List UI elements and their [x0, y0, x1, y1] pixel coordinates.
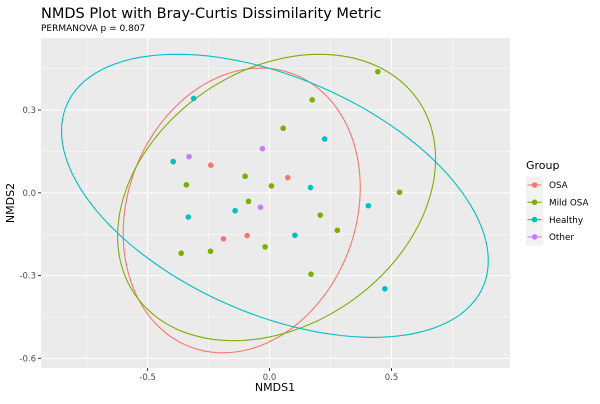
x-tick-label: 0.5 — [385, 373, 399, 383]
point-healthy — [307, 184, 314, 191]
legend-label: Other — [549, 233, 574, 243]
point-mild-osa — [178, 250, 185, 257]
point-healthy — [232, 207, 238, 214]
point-healthy — [185, 214, 192, 220]
legend-key-point — [531, 182, 538, 188]
point-osa — [285, 174, 291, 181]
x-tick-label: -0.5 — [139, 373, 156, 383]
point-mild-osa — [308, 271, 314, 277]
x-axis-label: NMDS1 — [255, 381, 295, 394]
y-tick-label: -0.3 — [19, 272, 36, 282]
x-tick-label: 0.0 — [263, 373, 277, 383]
y-tick-label: -0.6 — [19, 354, 36, 364]
point-mild-osa — [309, 97, 316, 103]
point-other — [259, 145, 266, 152]
ellipse-healthy — [60, 53, 489, 338]
point-healthy — [190, 95, 197, 102]
point-other — [257, 204, 264, 210]
point-mild-osa — [183, 181, 190, 188]
point-healthy — [170, 158, 176, 165]
legend: Group OSA Mild OSA Healthy Other — [526, 159, 589, 246]
chart-subtitle: PERMANOVA p = 0.807 — [41, 24, 145, 34]
legend-label: OSA — [549, 181, 568, 191]
point-osa — [220, 236, 227, 242]
point-mild-osa — [396, 189, 403, 196]
point-mild-osa — [268, 183, 275, 189]
y-tick-label: 0.3 — [22, 106, 36, 116]
legend-label: Mild OSA — [549, 199, 589, 209]
legend-key-point — [531, 234, 538, 240]
ellipse-mild-osa — [117, 53, 437, 342]
point-mild-osa — [262, 244, 268, 250]
point-healthy — [292, 232, 298, 239]
point-healthy — [382, 286, 388, 292]
point-mild-osa — [375, 68, 381, 75]
plot-panel — [41, 38, 510, 368]
point-mild-osa — [245, 198, 252, 205]
point-other — [186, 153, 192, 160]
legend-key-point — [531, 199, 538, 206]
chart-title: NMDS Plot with Bray-Curtis Dissimilarity… — [41, 6, 382, 22]
ellipse-osa — [122, 67, 361, 354]
y-axis-label: NMDS2 — [4, 183, 17, 223]
y-tick-label: 0.0 — [22, 189, 36, 199]
point-mild-osa — [280, 125, 286, 132]
point-mild-osa — [207, 248, 214, 255]
legend-title: Group — [526, 159, 560, 172]
legend-key-point — [531, 216, 538, 223]
legend-label: Healthy — [549, 216, 583, 226]
point-osa — [207, 162, 214, 168]
point-mild-osa — [242, 173, 248, 180]
point-healthy — [321, 136, 328, 142]
point-mild-osa — [334, 227, 341, 234]
point-osa — [244, 232, 250, 239]
point-healthy — [365, 202, 372, 209]
point-mild-osa — [317, 212, 324, 218]
